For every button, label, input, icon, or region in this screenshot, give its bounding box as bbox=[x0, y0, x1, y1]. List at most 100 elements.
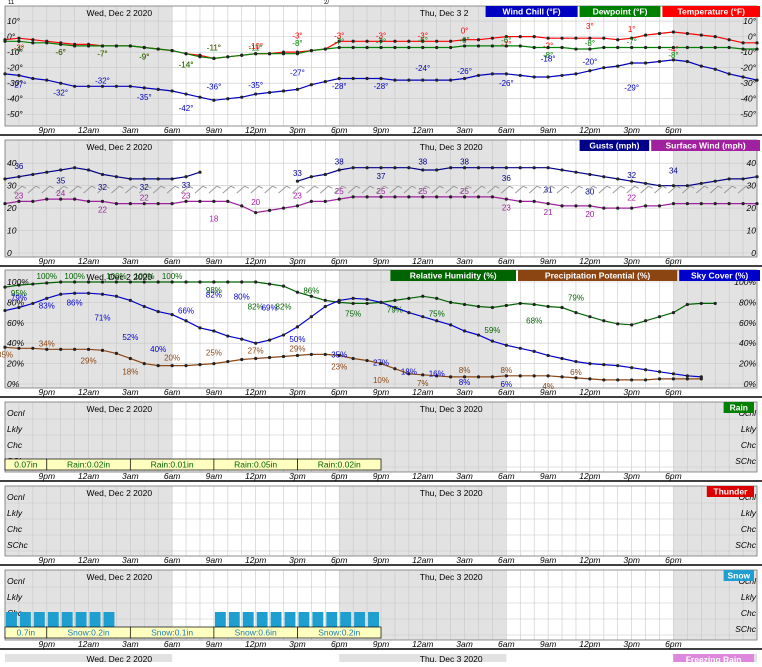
data-point bbox=[184, 199, 188, 203]
data-label: 30 bbox=[585, 188, 594, 197]
data-point bbox=[184, 364, 188, 368]
data-point bbox=[309, 48, 313, 53]
legend-label: Thunder bbox=[713, 487, 748, 497]
hour-tick-label: 6pm bbox=[665, 125, 682, 135]
legend-label: Rain bbox=[730, 403, 748, 413]
data-point bbox=[254, 92, 258, 96]
wind-barb bbox=[514, 185, 524, 194]
data-point bbox=[602, 175, 606, 179]
data-point bbox=[365, 358, 369, 363]
wind-barb bbox=[180, 185, 190, 194]
y-tick-label-right: 10° bbox=[743, 16, 756, 26]
data-point bbox=[685, 45, 689, 50]
y-tick-label-left: 40% bbox=[7, 338, 24, 348]
data-label: -4° bbox=[668, 45, 678, 54]
data-point bbox=[156, 177, 160, 181]
hour-tick-label: 3am bbox=[122, 256, 139, 266]
hour-tick-label: 3pm bbox=[623, 387, 640, 397]
hour-tick-label: 3am bbox=[122, 125, 139, 135]
data-point bbox=[31, 282, 35, 286]
data-point bbox=[156, 47, 160, 51]
data-label: 20 bbox=[585, 210, 594, 219]
data-point bbox=[532, 75, 536, 79]
data-point bbox=[407, 166, 411, 170]
data-label: 20 bbox=[251, 198, 260, 207]
data-point bbox=[309, 83, 313, 87]
wind-barb-flag bbox=[202, 185, 208, 189]
data-point bbox=[699, 202, 703, 206]
data-label: 79% bbox=[387, 305, 403, 314]
hour-tick-label: 9pm bbox=[39, 387, 56, 397]
y-tick-label-right: -50° bbox=[740, 109, 756, 119]
wind-barb bbox=[55, 185, 65, 194]
wind-barb-flag bbox=[648, 185, 653, 189]
accumulation-label: Snow:0.1in bbox=[151, 628, 193, 638]
data-point bbox=[45, 170, 49, 174]
wind-barb-flag bbox=[523, 185, 528, 189]
wind-barb-flag bbox=[564, 185, 570, 189]
data-point bbox=[713, 179, 717, 183]
hour-tick-label: 12pm bbox=[579, 555, 600, 565]
hour-tick-label: 12am bbox=[78, 555, 99, 565]
data-point bbox=[602, 363, 606, 367]
wind-barb bbox=[626, 185, 635, 194]
wind-barb bbox=[682, 185, 691, 194]
hour-tick-label: 12am bbox=[78, 256, 99, 266]
data-point bbox=[240, 53, 244, 57]
data-label: 32 bbox=[98, 183, 107, 192]
legend-swatch bbox=[390, 270, 516, 281]
wind-barb-flag bbox=[49, 185, 55, 189]
wind-barb bbox=[473, 185, 482, 194]
data-point bbox=[59, 347, 63, 351]
data-point bbox=[602, 319, 606, 323]
data-point bbox=[574, 72, 578, 76]
data-point bbox=[421, 294, 425, 298]
data-point bbox=[114, 202, 119, 206]
data-point bbox=[574, 204, 578, 208]
legend-label: Precipitation Potential (%) bbox=[545, 271, 650, 281]
hour-tick-label: 6pm bbox=[665, 471, 682, 481]
data-point bbox=[421, 373, 425, 377]
y-tick-label-left: -10° bbox=[7, 47, 23, 57]
data-label: -8° bbox=[585, 39, 595, 48]
y-tick-label-right: -10° bbox=[740, 47, 756, 57]
data-label: -9° bbox=[139, 53, 149, 62]
data-point bbox=[73, 84, 77, 88]
data-point bbox=[295, 204, 300, 208]
wind-barb-flag bbox=[328, 185, 333, 189]
data-point bbox=[45, 281, 49, 285]
legend-swatch bbox=[723, 402, 754, 413]
data-point bbox=[86, 199, 91, 203]
data-label: -35° bbox=[137, 93, 152, 102]
data-point bbox=[755, 41, 759, 45]
y-tick-label-left: -30° bbox=[7, 78, 23, 88]
data-point bbox=[295, 52, 300, 56]
wind-barb-flag bbox=[314, 185, 319, 189]
data-point bbox=[309, 199, 313, 203]
data-point bbox=[254, 211, 258, 215]
hour-tick-label: 9pm bbox=[39, 639, 56, 649]
hour-tick-label: 3pm bbox=[289, 256, 306, 266]
hour-tick-label: 12am bbox=[78, 639, 99, 649]
wind-barb bbox=[723, 185, 733, 194]
hour-tick-label: 12am bbox=[78, 387, 99, 397]
y-tick-label-right: 30 bbox=[747, 181, 757, 191]
data-point bbox=[699, 301, 703, 306]
data-point bbox=[699, 181, 703, 186]
data-point bbox=[128, 202, 132, 206]
data-point bbox=[393, 78, 397, 82]
hour-tick-label: 6am bbox=[498, 387, 515, 397]
data-label: 66% bbox=[178, 307, 194, 316]
y-tick-label-right: 20% bbox=[738, 359, 756, 369]
hour-tick-label: 6am bbox=[164, 256, 181, 266]
legend-swatch bbox=[706, 486, 754, 497]
data-label: 34% bbox=[39, 339, 55, 348]
wind-barb-flag bbox=[230, 185, 236, 189]
data-point bbox=[476, 195, 481, 199]
wind-barb bbox=[487, 185, 496, 194]
data-point bbox=[671, 58, 676, 62]
data-point bbox=[393, 39, 397, 43]
data-point bbox=[449, 300, 453, 304]
data-point bbox=[365, 39, 369, 43]
data-point bbox=[616, 38, 620, 42]
